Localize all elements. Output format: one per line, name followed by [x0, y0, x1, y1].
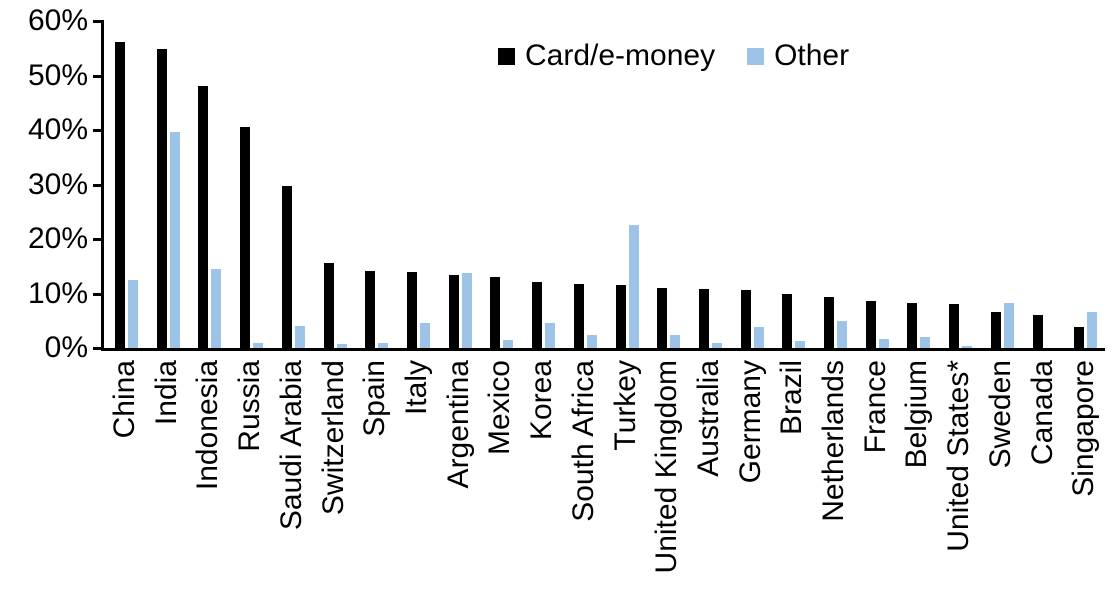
y-tick-label: 10%	[27, 276, 88, 310]
bar-other-netherlands	[837, 321, 848, 348]
bar-other-mexico	[503, 340, 514, 348]
bar-card-e-money-india	[156, 48, 167, 348]
bar-other-singapore	[1087, 311, 1098, 348]
bar-other-russia	[253, 342, 264, 348]
x-axis-label-united-states: United States*	[942, 360, 976, 552]
x-axis-label-china: China	[108, 360, 141, 439]
y-tick-label: 0%	[44, 331, 88, 364]
bar-card-e-money-argentina	[448, 275, 459, 348]
y-axis-tick	[93, 74, 101, 78]
legend-swatch-card-e-money-icon	[498, 47, 515, 65]
x-axis-label-saudi-arabia: Saudi Arabia	[274, 360, 308, 531]
bar-other-australia	[711, 342, 722, 348]
bar-other-united-kingdom	[670, 335, 681, 348]
x-axis-label-singapore: Singapore	[1067, 360, 1101, 497]
x-axis-label-argentina: Argentina	[441, 360, 475, 489]
bar-card-e-money-france	[865, 300, 876, 348]
bar-other-united-states	[962, 345, 973, 348]
bar-card-e-money-turkey	[615, 284, 626, 348]
bar-card-e-money-australia	[698, 289, 709, 348]
x-axis-label-brazil: Brazil	[775, 360, 809, 436]
bar-card-e-money-belgium	[907, 303, 918, 348]
legend-item-other: Other	[747, 41, 849, 71]
y-tick-label: 30%	[27, 167, 88, 201]
x-axis-label-germany: Germany	[733, 360, 767, 484]
bar-card-e-money-united-states	[949, 304, 960, 348]
legend-item-card-e-money: Card/e-money	[498, 41, 715, 71]
y-tick-label: 60%	[27, 4, 88, 38]
x-axis-label-switzerland: Switzerland	[316, 360, 350, 516]
bar-card-e-money-sweden	[990, 312, 1001, 348]
bar-card-e-money-canada	[1032, 315, 1043, 348]
x-axis-label-korea: Korea	[525, 360, 559, 441]
x-axis-label-united-kingdom: United Kingdom	[650, 360, 684, 574]
x-axis-label-russia: Russia	[233, 360, 267, 452]
bar-card-e-money-switzerland	[323, 263, 334, 348]
bar-other-argentina	[461, 272, 472, 348]
y-axis-tick	[93, 183, 101, 187]
x-axis-label-italy: Italy	[399, 360, 433, 416]
x-axis-label-france: France	[858, 360, 892, 454]
y-axis-line	[101, 20, 104, 351]
x-axis-label-turkey: Turkey	[608, 360, 642, 451]
x-axis-label-south-africa: South Africa	[566, 360, 600, 522]
bar-other-china	[128, 280, 138, 348]
bar-other-germany	[753, 326, 764, 348]
bar-other-belgium	[920, 336, 931, 348]
y-axis-tick	[93, 292, 101, 296]
x-axis-label-belgium: Belgium	[900, 360, 934, 469]
bar-card-e-money-russia	[240, 127, 251, 348]
bar-other-italy	[419, 323, 430, 348]
y-axis-tick	[93, 238, 101, 242]
bar-card-e-money-germany	[740, 290, 751, 348]
x-axis-label-india: India	[149, 360, 183, 426]
x-axis-label-sweden: Sweden	[983, 360, 1017, 469]
bar-other-brazil	[795, 341, 806, 348]
bar-card-e-money-netherlands	[824, 297, 835, 348]
bar-card-e-money-indonesia	[198, 85, 209, 348]
x-axis-label-netherlands: Netherlands	[817, 360, 851, 522]
bar-card-e-money-singapore	[1074, 326, 1085, 348]
x-axis-label-australia: Australia	[691, 360, 725, 477]
legend-label-other: Other	[774, 39, 850, 72]
y-axis-tick	[93, 20, 101, 24]
x-axis-line	[101, 348, 1105, 351]
bar-card-e-money-korea	[532, 281, 543, 348]
y-axis-tick	[93, 129, 101, 133]
legend: Card/e-money Other	[498, 41, 849, 71]
bar-card-e-money-mexico	[490, 277, 501, 348]
bar-other-korea	[545, 323, 556, 348]
x-axis-label-spain: Spain	[358, 360, 392, 437]
bar-other-india	[169, 132, 180, 348]
legend-swatch-other-icon	[747, 47, 765, 65]
bar-other-indonesia	[211, 268, 222, 348]
y-tick-label: 50%	[27, 58, 88, 92]
bar-other-france	[878, 339, 889, 348]
bar-card-e-money-italy	[406, 271, 417, 348]
bar-other-south-africa	[586, 334, 597, 348]
bar-card-e-money-spain	[365, 270, 376, 348]
bar-card-e-money-china	[115, 41, 125, 348]
bar-card-e-money-saudi-arabia	[281, 185, 292, 348]
x-axis-label-mexico: Mexico	[483, 360, 517, 456]
bar-card-e-money-south-africa	[573, 283, 584, 348]
bar-card-e-money-united-kingdom	[657, 288, 668, 348]
bar-card-e-money-brazil	[782, 293, 793, 348]
bar-other-sweden	[1003, 303, 1014, 348]
legend-label-card-e-money: Card/e-money	[525, 39, 716, 72]
y-axis-tick	[93, 347, 101, 350]
x-axis-label-canada: Canada	[1025, 360, 1059, 466]
x-axis-label-indonesia: Indonesia	[191, 360, 225, 491]
bar-other-switzerland	[336, 343, 347, 348]
y-tick-label: 20%	[27, 222, 88, 256]
y-tick-label: 40%	[27, 113, 88, 147]
bar-other-turkey	[628, 225, 639, 348]
bar-other-spain	[378, 342, 389, 348]
bar-other-saudi-arabia	[294, 326, 305, 348]
